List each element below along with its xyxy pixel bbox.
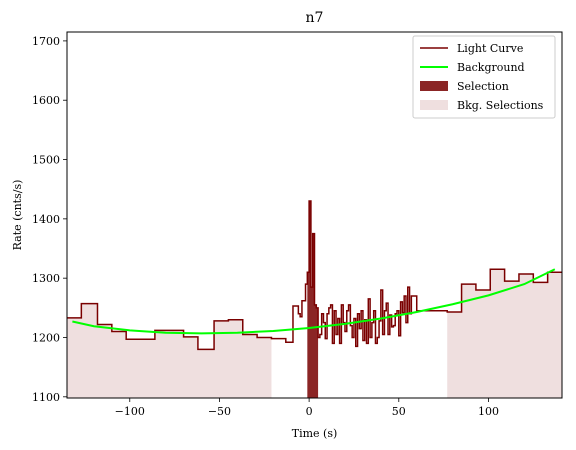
- chart-title: n7: [306, 10, 324, 26]
- legend-label-selection: Selection: [457, 80, 509, 93]
- plot-frame: [66, 31, 563, 399]
- y-tick-label: 1500: [32, 154, 60, 167]
- legend-selection-swatch: [420, 81, 448, 91]
- background-fit-line: [72, 268, 556, 335]
- y-axis-label: Rate (cnts/s): [11, 180, 24, 251]
- y-tick-label: 1100: [32, 391, 60, 404]
- legend: Light Curve Background Selection Bkg. Selec…: [412, 35, 556, 119]
- x-axis-label: Time (s): [292, 427, 338, 440]
- bkg-selection-region: [67, 272, 562, 398]
- x-tick-label: −50: [208, 405, 231, 418]
- y-axis-ticks: 1100 1200 1300 1400 1500 1600 1700: [32, 35, 67, 404]
- x-axis-ticks: −100 −50 0 50 100: [115, 398, 499, 418]
- y-tick-label: 1600: [32, 94, 60, 107]
- y-tick-label: 1200: [32, 331, 60, 344]
- legend-box: [412, 35, 556, 119]
- bkg-selection-region: [447, 269, 562, 398]
- x-tick-label: 0: [306, 405, 313, 418]
- legend-label-light-curve: Light Curve: [457, 42, 523, 55]
- legend-bkg-selection-swatch: [420, 100, 448, 110]
- bkg-selection-layer: [67, 269, 562, 398]
- y-tick-label: 1400: [32, 213, 60, 226]
- light-curve-line: [67, 200, 562, 351]
- y-tick-label: 1300: [32, 272, 60, 285]
- legend-label-background: Background: [457, 61, 525, 74]
- y-tick-label: 1700: [32, 35, 60, 48]
- x-tick-label: 50: [392, 405, 406, 418]
- background-fit-layer: [72, 268, 556, 335]
- legend-label-bkg-selections: Bkg. Selections: [457, 99, 544, 112]
- x-tick-label: −100: [115, 405, 145, 418]
- x-tick-label: 100: [478, 405, 499, 418]
- light-curve-layer: [67, 200, 562, 351]
